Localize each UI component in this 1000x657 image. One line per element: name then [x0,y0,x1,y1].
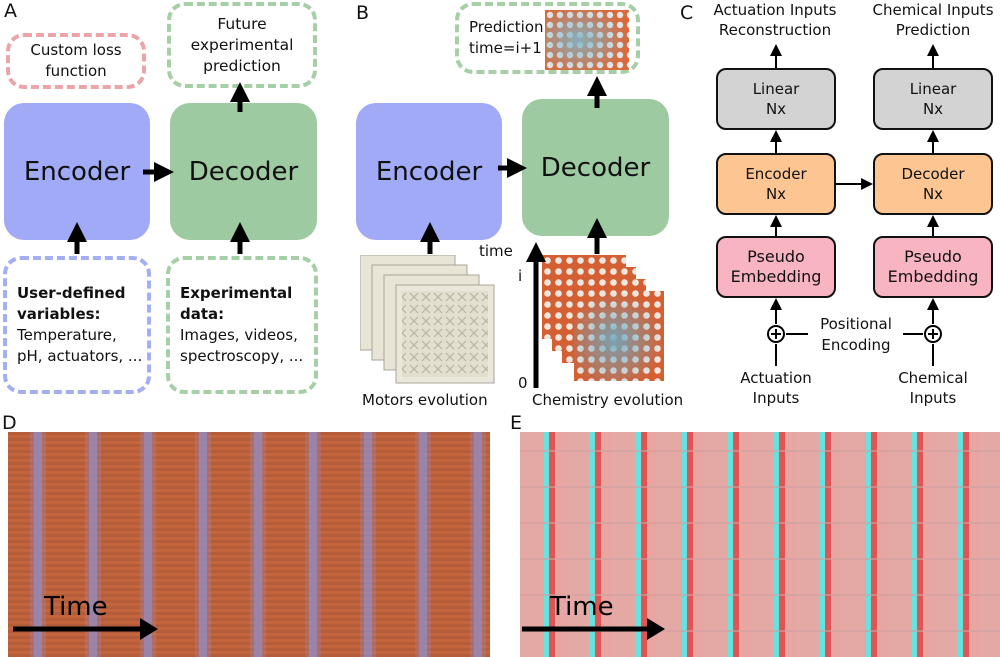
positional-label: Positional [820,315,892,333]
panel-d-heatmap [8,432,490,657]
time-axis-i: i [518,267,523,285]
encoding-label: Encoding [821,336,891,354]
custom-loss-box: Custom loss function [6,33,146,89]
actuation-reconstruction-label: Actuation Inputs Reconstruction [713,1,837,39]
decoder-block-a: Decoder [170,103,317,240]
time-axis-0: 0 [518,374,528,392]
panel-a-arrows [67,82,250,254]
linear-block-left: Linear Nx [716,68,836,130]
user-variables-title: User-defined variables: [17,284,126,323]
pseudo-label-left: Pseudo [747,247,805,266]
linear-block-right: Linear Nx [873,68,993,130]
encoder-block-a: Encoder [4,103,150,240]
linear-label-left: Linear [752,80,800,98]
future-prediction-box: Future experimental prediction [167,2,317,88]
encoder-nx-c: Nx [765,185,787,203]
panel-label-b: B [356,2,370,24]
chemical-inputs-label: Chemical Inputs [898,369,968,407]
pseudo-label-right: Pseudo [904,247,962,266]
user-variables-box: User-defined variables: Temperature, pH,… [3,256,151,394]
decoder-block-c: Decoder Nx [873,153,993,215]
decoder-label-c: Decoder [901,165,965,183]
linear-nx-right: Nx [922,100,944,118]
decoder-block-b: Decoder [522,99,669,236]
embedding-label-right: Embedding [887,267,979,286]
panel-d-time-label: Time [44,592,108,622]
embedding-label-left: Embedding [730,267,822,286]
connector-overlay [67,44,942,388]
encoder-label-c: Encoder [745,165,807,183]
motors-stack-image [359,254,510,395]
actuation-inputs-label: Actuation Inputs [740,369,812,407]
panel-label-a: A [4,0,17,22]
experimental-data-body: Images, videos, spectroscopy, ... [180,326,304,365]
panel-label-d: D [2,412,17,434]
time-axis-label: time [479,242,513,260]
panel-e-heatmap [520,432,1000,657]
encoder-block-b: Encoder [356,103,502,240]
panel-label-e: E [510,412,523,434]
linear-nx-left: Nx [765,100,787,118]
encoder-label-b: Encoder [375,156,483,187]
chemistry-evolution-label: Chemistry evolution [532,391,684,409]
decoder-nx-c: Nx [922,185,944,203]
linear-label-right: Linear [909,80,957,98]
prediction-image [545,10,629,70]
chemistry-stack-image [542,255,672,390]
future-prediction-text: Future experimental prediction [190,14,294,75]
pseudo-embedding-right: Pseudo Embedding [873,236,993,298]
experimental-data-box: Experimental data: Images, videos, spect… [166,256,318,394]
panel-b-arrows [420,76,607,388]
encoder-label-a: Encoder [23,156,131,187]
user-variables-body: Temperature, pH, actuators, ... [17,326,143,365]
encoder-block-c: Encoder Nx [716,153,836,215]
panel-c-arrows [767,44,942,366]
panel-e-time-label: Time [550,592,614,622]
decoder-label-a: Decoder [188,156,299,187]
pseudo-embedding-left: Pseudo Embedding [716,236,836,298]
decoder-label-b: Decoder [540,152,651,183]
motors-evolution-label: Motors evolution [362,391,488,409]
experimental-data-title: Experimental data: [180,284,293,323]
custom-loss-text: Custom loss function [30,41,122,80]
prediction-text: Prediction time=i+1 [469,18,544,57]
panel-label-c: C [680,2,694,24]
chemical-prediction-label: Chemical Inputs Prediction [872,1,994,39]
